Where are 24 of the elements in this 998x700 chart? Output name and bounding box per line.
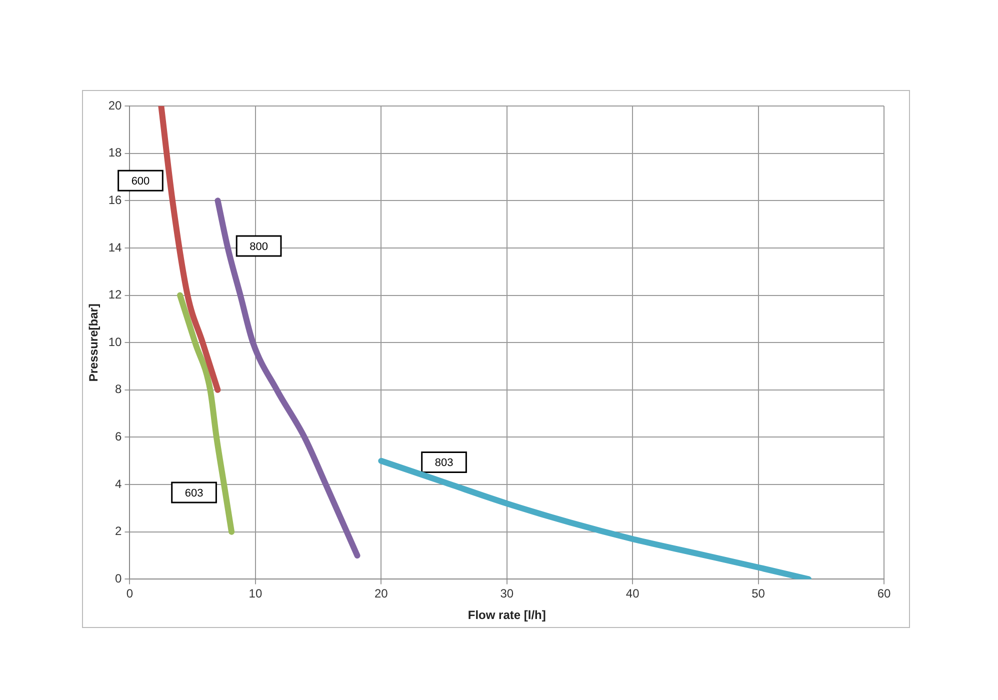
y-tick-label: 14: [108, 240, 122, 254]
x-axis-title: Flow rate [l/h]: [468, 608, 546, 622]
x-tick-label: 30: [500, 586, 514, 601]
series-label: 603: [184, 488, 204, 500]
y-tick-label: 12: [108, 288, 122, 302]
x-tick-label: 60: [877, 586, 891, 601]
x-tick-label: 20: [374, 586, 388, 601]
x-tick-label: 50: [752, 586, 766, 601]
y-axis-title: Pressure[bar]: [86, 304, 101, 382]
y-tick-label: 0: [115, 572, 122, 586]
y-tick-label: 2: [115, 524, 122, 538]
y-tick-label: 8: [115, 382, 122, 396]
series-label: 600: [131, 176, 150, 188]
y-tick-label: 20: [108, 98, 122, 112]
x-tick-label: 10: [248, 586, 262, 601]
y-tick-label: 4: [115, 476, 122, 491]
y-tick-label: 18: [108, 146, 122, 160]
x-tick-label: 0: [126, 586, 134, 601]
series-label: 803: [434, 457, 454, 470]
y-tick-label: 16: [108, 192, 122, 207]
y-tick-label: 6: [115, 430, 122, 444]
series-label: 800: [250, 240, 268, 253]
x-tick-label: 40: [626, 586, 640, 601]
y-tick-label: 10: [108, 334, 122, 349]
